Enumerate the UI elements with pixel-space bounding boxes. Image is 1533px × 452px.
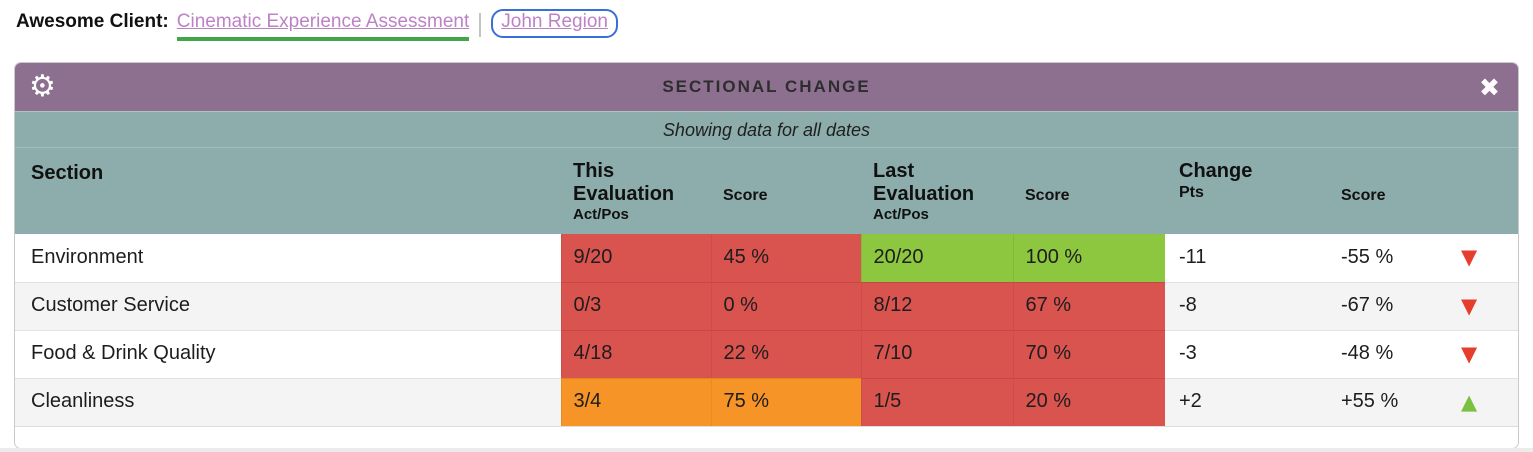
this-score-cell: 22 % [710,329,861,378]
column-header-section: Section [15,148,561,234]
trend-down-icon: ▼ [1461,245,1478,270]
gear-icon[interactable]: ⚙ [29,69,56,104]
column-header-last-evaluation: Last Evaluation Act/Pos [861,148,1013,234]
change-score-cell: -55 % [1341,245,1394,268]
last-actpos-cell: 20/20 [860,234,1013,282]
section-name-cell: Customer Service [15,281,561,330]
trend-down-icon: ▼ [1453,281,1518,330]
column-subheader-pts: Pts [1179,184,1204,201]
section-name-cell: Food & Drink Quality [15,329,561,378]
assessment-link-underline: Cinematic Experience Assessment [176,11,470,41]
change-score-cell: +55 % [1327,377,1453,426]
last-score-cell: 67 % [1012,281,1165,330]
trend-up-icon: ▲ [1453,377,1518,426]
trend-down-icon: ▼ [1453,329,1518,378]
this-score-cell: 45 % [710,234,861,282]
last-actpos-cell: 1/5 [860,377,1013,426]
this-score-cell: 0 % [710,281,861,330]
date-range-subtitle: Showing data for all dates [15,111,1518,148]
column-header-change: Change Pts [1165,148,1327,234]
change-score-cell: -67 % [1327,281,1453,330]
change-pts-cell: -11 [1179,245,1207,268]
link-separator [479,13,482,37]
change-score-cell: -48 % [1327,329,1453,378]
last-score-cell: 100 % [1012,234,1165,282]
region-link[interactable]: John Region [501,11,608,32]
table-row: Cleanliness 3/4 75 % 1/5 20 % +2 +55 % ▲ [15,377,1518,426]
column-header-this-score: Score [711,148,861,234]
last-score-cell: 20 % [1012,377,1165,426]
sectional-change-table: Section This Evaluation Act/Pos Score La… [15,148,1518,426]
this-actpos-cell: 0/3 [560,281,711,330]
last-score-cell: 70 % [1012,329,1165,378]
region-link-focus-ring: John Region [491,9,618,38]
column-header-this-evaluation: This Evaluation Act/Pos [561,148,711,234]
this-score-cell: 75 % [710,377,861,426]
column-header-change-score: Score [1327,148,1453,234]
sectional-change-panel: SECTIONAL CHANGE ⚙ ✖ Showing data for al… [14,62,1519,449]
section-name-cell: Environment [31,245,144,268]
last-actpos-cell: 7/10 [860,329,1013,378]
table-row: Customer Service 0/3 0 % 8/12 67 % -8 -6… [15,281,1518,330]
client-label: Awesome Client: [16,11,169,32]
change-pts-cell: -8 [1165,281,1327,330]
table-row: Food & Drink Quality 4/18 22 % 7/10 70 %… [15,329,1518,378]
table-header: Section This Evaluation Act/Pos Score La… [15,148,1518,234]
this-actpos-cell: 4/18 [560,329,711,378]
last-actpos-cell: 8/12 [860,281,1013,330]
panel-title: SECTIONAL CHANGE [662,77,871,96]
column-subheader-actpos: Act/Pos [573,206,629,223]
column-subheader-actpos: Act/Pos [873,206,929,223]
column-header-last-score: Score [1013,148,1165,234]
this-actpos-cell: 9/20 [560,234,711,282]
change-pts-cell: +2 [1165,377,1327,426]
column-header-trend [1453,148,1518,234]
assessment-link[interactable]: Cinematic Experience Assessment [176,11,470,32]
panel-header: SECTIONAL CHANGE ⚙ ✖ [15,63,1518,111]
this-actpos-cell: 3/4 [560,377,711,426]
change-pts-cell: -3 [1165,329,1327,378]
close-icon[interactable]: ✖ [1479,72,1500,102]
breadcrumb: Awesome Client: Cinematic Experience Ass… [16,9,618,41]
table-footer [15,426,1518,448]
table-row: Environment 9/20 45 % 20/20 100 % -11 -5… [15,234,1518,282]
page-bottom-strip [0,448,1533,452]
section-name-cell: Cleanliness [15,377,561,426]
